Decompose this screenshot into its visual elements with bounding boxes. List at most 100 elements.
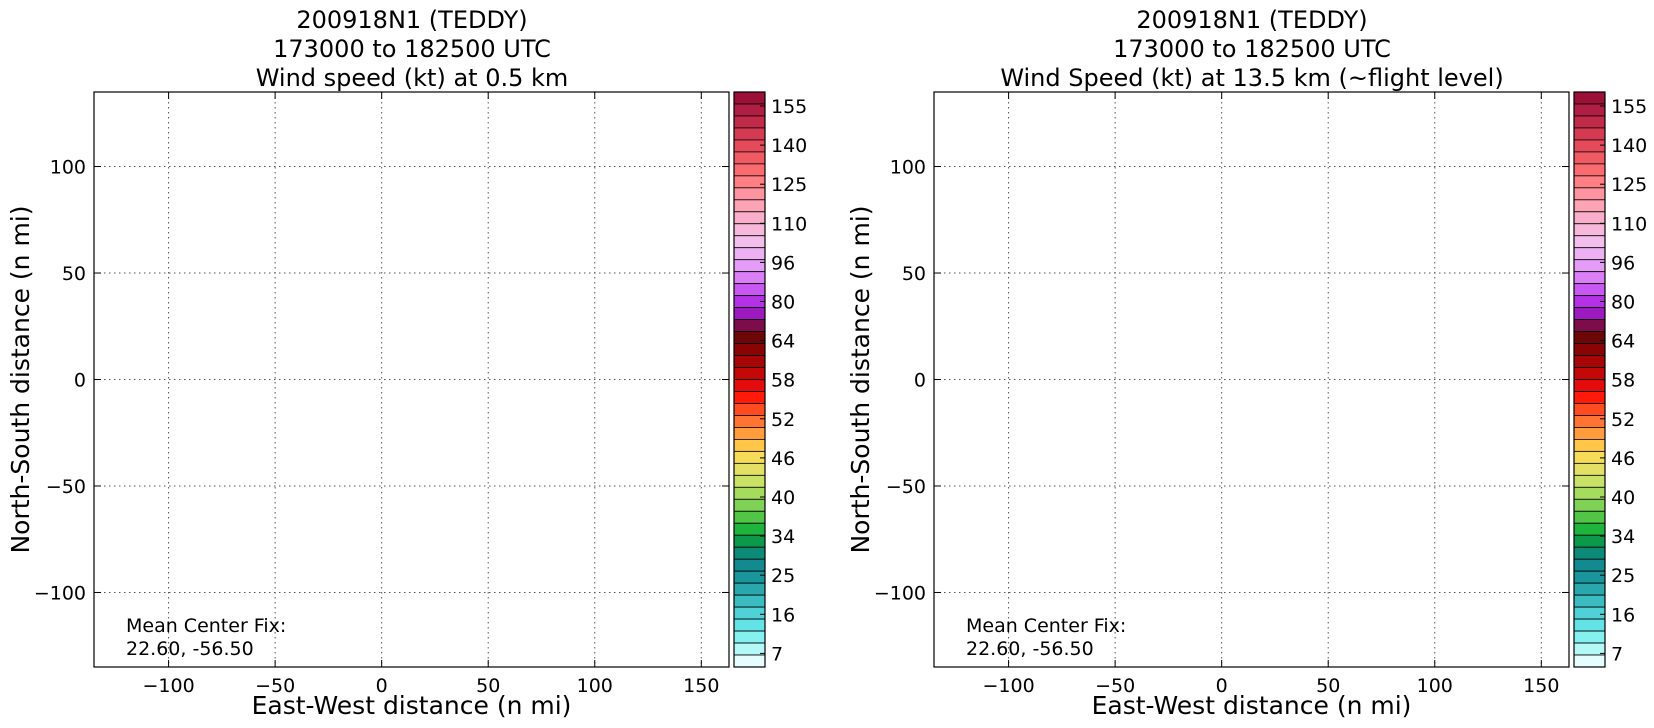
colorbar-swatch <box>1573 175 1606 189</box>
colorbar-label: 140 <box>771 135 807 157</box>
y-tick-label: 100 <box>890 157 926 179</box>
colorbar-label: 16 <box>771 604 795 626</box>
colorbar-swatch <box>733 235 766 249</box>
colorbar-label: 34 <box>771 526 795 548</box>
colorbar-label: 125 <box>771 174 807 196</box>
colorbar-label: 64 <box>771 331 795 353</box>
colorbar-swatch <box>733 307 766 321</box>
x-tick-label: −50 <box>255 675 295 697</box>
y-tick-label: −50 <box>46 476 86 498</box>
colorbar-swatch <box>1573 319 1606 332</box>
colorbar-label: 64 <box>1611 331 1635 353</box>
colorbar-label: 52 <box>771 409 795 431</box>
colorbar-swatch <box>1573 498 1606 512</box>
colorbar-swatch <box>1573 235 1606 249</box>
x-tick-label: 50 <box>1316 675 1340 697</box>
colorbar-swatch <box>1573 283 1606 297</box>
colorbar-swatch <box>1573 247 1606 261</box>
colorbar-swatch <box>1573 331 1606 344</box>
colorbar-swatch <box>733 570 766 584</box>
colorbar-label: 46 <box>1611 448 1635 470</box>
colorbar-swatch <box>733 331 766 344</box>
colorbar-label: 40 <box>771 487 795 509</box>
colorbar-swatch <box>733 582 766 596</box>
colorbar-label: 96 <box>1611 252 1635 274</box>
mean-center-fix-text: 22.60, -56.50 <box>966 638 1094 660</box>
colorbar-swatch <box>733 259 766 273</box>
colorbar-swatch <box>733 654 766 668</box>
colorbar-swatch <box>733 379 766 392</box>
mean-center-fix-text: Mean Center Fix: <box>126 615 286 637</box>
colorbar-swatch <box>1573 427 1606 440</box>
colorbar-label: 46 <box>771 448 795 470</box>
y-tick-label: −100 <box>874 582 926 604</box>
colorbar-label: 110 <box>771 213 807 235</box>
colorbar-swatch <box>733 199 766 213</box>
colorbar-label: 40 <box>1611 487 1635 509</box>
x-tick-label: −100 <box>982 675 1034 697</box>
plot-frame <box>93 91 730 668</box>
colorbar-swatch <box>733 91 766 105</box>
colorbar-label: 155 <box>771 96 807 118</box>
chart-title-line: 173000 to 182500 UTC <box>273 35 551 63</box>
colorbar-swatch <box>1573 403 1606 416</box>
colorbar-swatch <box>733 247 766 261</box>
colorbar-swatch <box>1573 271 1606 285</box>
colorbar-swatch <box>1573 462 1606 476</box>
x-tick-label: 0 <box>376 675 388 697</box>
colorbar-swatch <box>1573 391 1606 404</box>
colorbar-label: 16 <box>1611 604 1635 626</box>
colorbar-swatch <box>733 522 766 536</box>
colorbar-label: 25 <box>1611 565 1635 587</box>
plot-frame <box>933 91 1570 668</box>
chart-panel-1: 200918N1 (TEDDY)173000 to 182500 UTCWind… <box>6 6 807 720</box>
x-tick-label: 0 <box>1216 675 1228 697</box>
colorbar-swatch <box>1573 259 1606 273</box>
colorbar-swatch <box>1573 139 1606 153</box>
chart-title-line: 200918N1 (TEDDY) <box>296 6 527 34</box>
colorbar-swatch <box>733 343 766 356</box>
colorbar: 155 140 125 110 96 80 64 58 52 46 40 34 25 16 7 <box>733 91 807 668</box>
colorbar-swatch <box>733 498 766 512</box>
colorbar-label: 52 <box>1611 409 1635 431</box>
chart-title-line: Wind Speed (kt) at 13.5 km (~flight leve… <box>1000 64 1503 92</box>
colorbar-swatch <box>733 510 766 524</box>
colorbar-label: 155 <box>1611 96 1647 118</box>
colorbar-swatch <box>1573 115 1606 129</box>
colorbar-swatch <box>733 211 766 225</box>
y-axis-label: North-South distance (n mi) <box>846 205 875 553</box>
colorbar-swatch <box>1573 546 1606 560</box>
y-tick-label: 50 <box>62 263 86 285</box>
colorbar-swatch <box>1573 654 1606 668</box>
x-tick-label: 50 <box>476 675 500 697</box>
colorbar-swatch <box>1573 606 1606 620</box>
colorbar: 155 140 125 110 96 80 64 58 52 46 40 34 25 16 7 <box>1573 91 1647 668</box>
colorbar-swatch <box>733 391 766 404</box>
x-tick-label: 150 <box>683 675 719 697</box>
colorbar-swatch <box>733 438 766 452</box>
colorbar-swatch <box>1573 187 1606 201</box>
y-tick-label: 0 <box>74 370 86 392</box>
colorbar-swatch <box>733 283 766 297</box>
colorbar-swatch <box>1573 355 1606 368</box>
colorbar-swatch <box>733 163 766 177</box>
chart-title-line: Wind speed (kt) at 0.5 km <box>256 64 569 92</box>
colorbar-swatch <box>1573 618 1606 632</box>
colorbar-label: 80 <box>771 292 795 314</box>
x-axis-label: East-West distance (n mi) <box>252 691 572 720</box>
colorbar-swatch <box>733 606 766 620</box>
colorbar-swatch <box>733 187 766 201</box>
colorbar-swatch <box>733 139 766 153</box>
y-tick-label: 50 <box>902 263 926 285</box>
colorbar-swatch <box>1573 534 1606 548</box>
mean-center-fix-text: 22.60, -56.50 <box>126 638 254 660</box>
chart-title-line: 173000 to 182500 UTC <box>1113 35 1391 63</box>
colorbar-label: 96 <box>771 252 795 274</box>
colorbar-swatch <box>1573 163 1606 177</box>
colorbar-swatch <box>1573 127 1606 141</box>
colorbar-swatch <box>733 271 766 285</box>
colorbar-swatch <box>733 403 766 416</box>
colorbar-label: 34 <box>1611 526 1635 548</box>
colorbar-swatch <box>733 415 766 428</box>
